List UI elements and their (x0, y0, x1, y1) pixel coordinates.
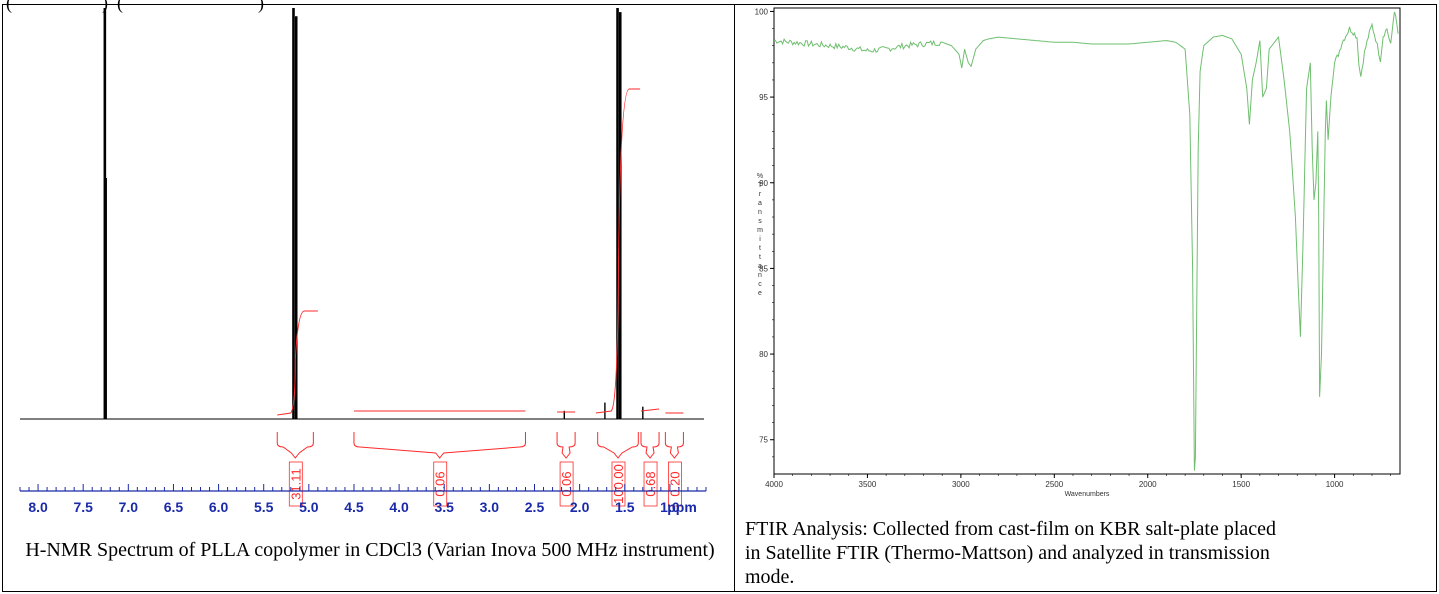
ftir-y-tick-label: 80 (759, 350, 768, 359)
nmr-integral-bracket (556, 432, 576, 459)
nmr-x-tick-label: 6.0 (209, 499, 229, 515)
nmr-x-tick-label: 1.5 (615, 499, 635, 515)
nmr-x-tick-label: 5.0 (299, 499, 319, 515)
nmr-integral-label-box (668, 461, 682, 507)
nmr-integral-label-box (559, 461, 574, 507)
nmr-caption: H-NMR Spectrum of PLLA copolymer in CDCl… (25, 539, 715, 561)
nmr-x-tick-label: 2.5 (525, 499, 545, 515)
ftir-x-tick-label: 2000 (1139, 480, 1157, 489)
nmr-integral-curve (277, 310, 318, 416)
top-clipped-text: ( ) ( ) (6, 0, 264, 13)
panel-divider (734, 4, 735, 592)
nmr-integral-label: 0.06 (433, 471, 448, 496)
nmr-x-axis-label: ppm (667, 499, 697, 515)
nmr-integral-label: 31.11 (288, 468, 303, 500)
nmr-integral-bracket (353, 432, 526, 459)
nmr-x-tick-label: 3.0 (480, 499, 500, 515)
nmr-integral-curve (595, 88, 641, 414)
nmr-integral-label: 100.00 (611, 464, 626, 504)
ftir-plot-area (773, 7, 1401, 475)
nmr-integral-bracket (276, 432, 314, 459)
ftir-y-tick-label: 75 (759, 436, 768, 445)
ftir-x-tick-label: 4000 (765, 480, 783, 489)
ftir-x-axis-label: Wavenumbers (1065, 491, 1110, 498)
figure-frame (2, 4, 1437, 592)
ftir-y-tick-label: 85 (759, 264, 768, 273)
nmr-x-tick-label: 2.0 (570, 499, 590, 515)
ftir-y-tick-label: 90 (759, 179, 768, 188)
ftir-y-tick-label: 100 (755, 7, 769, 16)
nmr-integral-bracket (664, 432, 684, 459)
nmr-x-tick-label: 4.0 (389, 499, 409, 515)
ftir-spectrum-line (773, 11, 1399, 471)
nmr-x-tick-label: 1.0 (660, 499, 680, 515)
nmr-x-tick-label: 3.5 (435, 499, 455, 515)
ftir-caption: FTIR Analysis: Collected from cast-film … (745, 518, 1277, 588)
nmr-integral-label: 0.06 (559, 471, 574, 496)
ftir-spectrum-chart: 100 95 90 85 80 75 4000 3500 3000 2500 2000 1500 100… (755, 7, 1401, 498)
nmr-integral-curve (640, 408, 660, 412)
ftir-y-tick-label: 95 (759, 93, 768, 102)
nmr-x-tick-label: 4.5 (344, 499, 364, 515)
nmr-integral-label-box (433, 461, 448, 507)
nmr-x-tick-label: 8.0 (28, 499, 48, 515)
nmr-spectrum-chart: 31.11 0.06 0.06 100.00 0.68 0.208.0 7.5 7.0 6.5 6… (19, 8, 707, 515)
nmr-integral-bracket (597, 432, 639, 459)
ftir-x-tick-label: 1500 (1232, 480, 1250, 489)
ftir-x-tick-label: 3500 (859, 480, 877, 489)
nmr-integral-label-box (643, 461, 658, 507)
nmr-x-tick-label: 7.0 (119, 499, 139, 515)
nmr-x-tick-label: 5.5 (254, 499, 274, 515)
ftir-x-tick-label: 1000 (1326, 480, 1344, 489)
ftir-x-tick-label: 2500 (1045, 480, 1063, 489)
ftir-x-tick-label: 3000 (952, 480, 970, 489)
nmr-x-tick-label: 6.5 (164, 499, 184, 515)
nmr-integral-bracket (640, 432, 660, 459)
nmr-integral-label-box (288, 461, 303, 507)
nmr-integral-label: 0.68 (643, 471, 658, 496)
nmr-x-tick-label: 7.5 (73, 499, 93, 515)
